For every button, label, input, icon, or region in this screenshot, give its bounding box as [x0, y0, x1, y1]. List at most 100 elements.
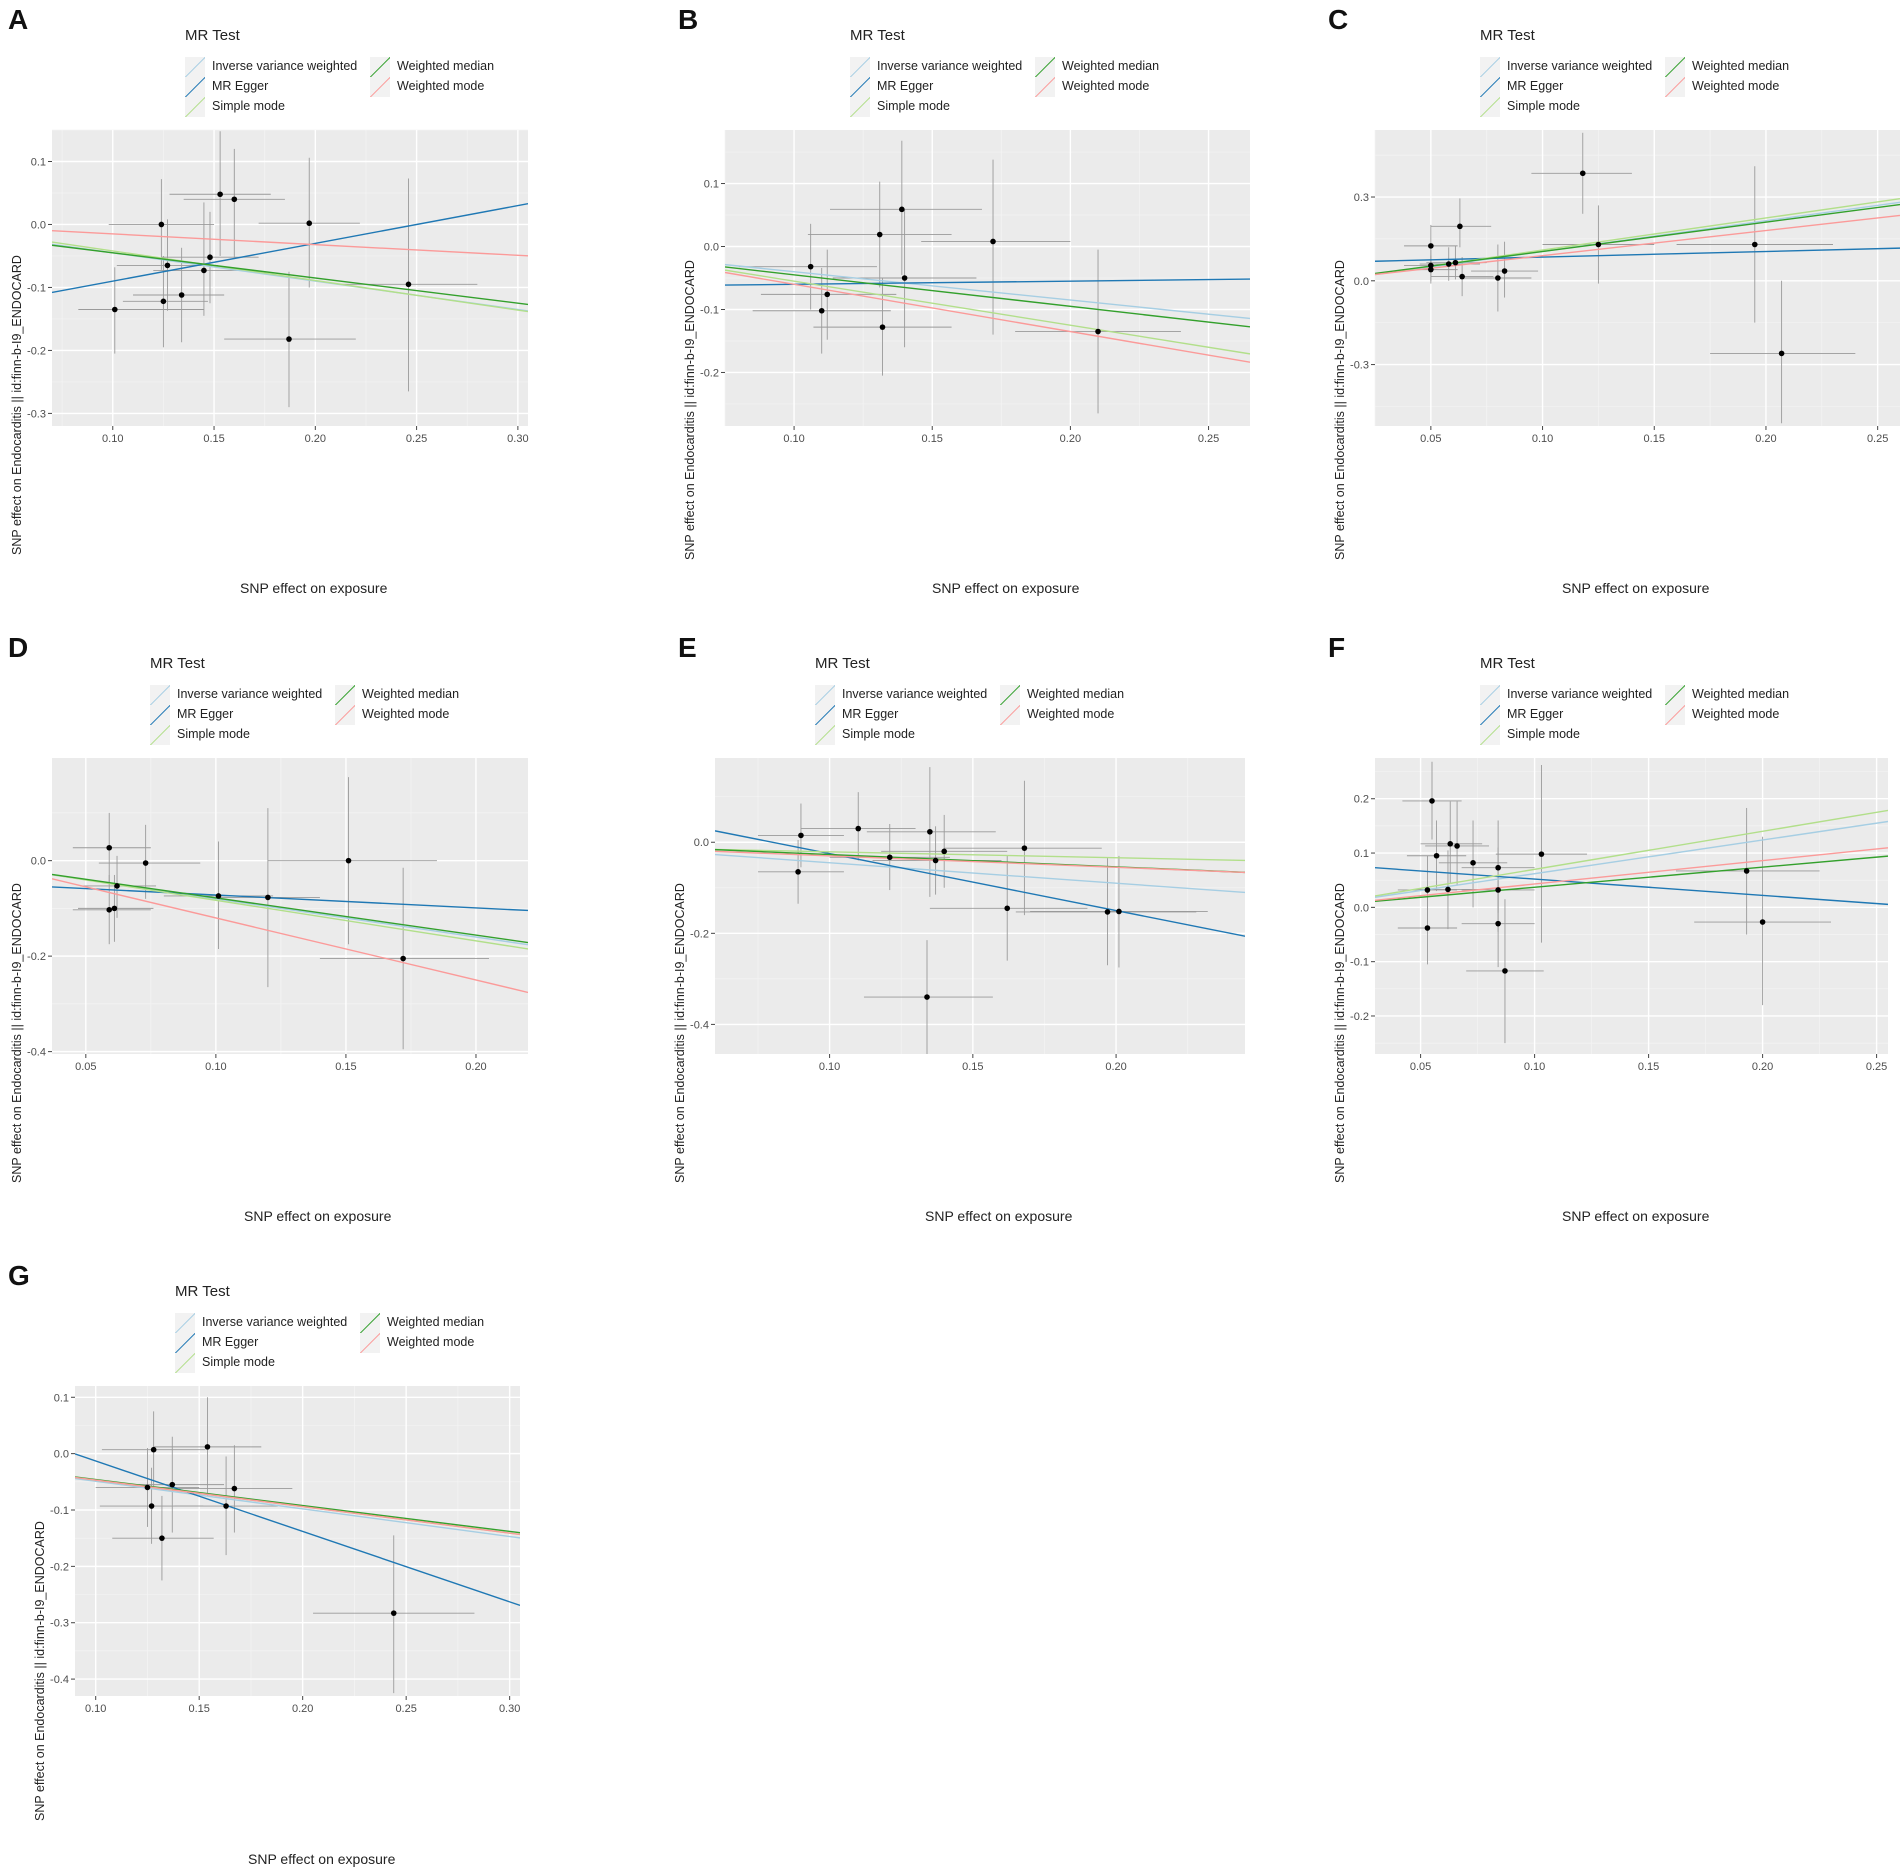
plot-content: [52, 777, 528, 1050]
legend-key: [370, 77, 390, 97]
data-point: [142, 860, 149, 866]
plot-content: [1375, 132, 1900, 424]
data-point: [114, 883, 120, 889]
plot-background: [1375, 130, 1900, 426]
data-point: [1778, 350, 1785, 357]
x-tick-label: 0.05: [1420, 433, 1441, 445]
regression-line-egger: [75, 1453, 520, 1607]
legend-title: MR Test: [815, 655, 870, 672]
regression-line-wmode: [725, 271, 1250, 363]
data-point: [899, 206, 905, 213]
x-tick-label: 0.10: [1524, 1061, 1545, 1073]
legend-label: MR Egger: [877, 79, 934, 93]
plot-background: [715, 758, 1245, 1054]
data-point: [932, 857, 939, 864]
legend-label: Weighted mode: [362, 707, 450, 721]
regression-line-ivw: [725, 263, 1250, 320]
panel-e: E MR Test Inverse variance weighted MR Egge…: [650, 628, 1290, 1248]
legend-key: [185, 77, 205, 97]
data-point: [1495, 920, 1501, 927]
panel-letter: A: [8, 4, 29, 35]
legend-key: [1665, 77, 1685, 97]
data-point: [807, 263, 814, 270]
regression-line-ivw: [1375, 820, 1888, 898]
legend-label: Simple mode: [1507, 727, 1580, 741]
legend-key: [175, 1333, 195, 1353]
plot-content: [1375, 761, 1888, 1044]
x-tick-label: 0.25: [395, 1703, 416, 1715]
legend-label: Weighted median: [397, 59, 495, 73]
data-point: [1004, 905, 1011, 912]
y-tick-label: -0.2: [27, 951, 46, 963]
legend: MR Test Inverse variance weighted MR Egger…: [185, 25, 585, 125]
legend-label: MR Egger: [1507, 79, 1564, 93]
data-point: [824, 291, 831, 298]
legend: MR Test Inverse variance weighted MR Egger…: [175, 1281, 575, 1381]
data-point: [111, 905, 118, 912]
data-point: [1579, 170, 1586, 177]
x-tick-label: 0.15: [1644, 433, 1665, 445]
panel-letter: G: [8, 1260, 30, 1291]
legend-label: Inverse variance weighted: [1507, 687, 1653, 701]
x-tick-label: 0.10: [819, 1061, 840, 1073]
y-tick-label: -0.3: [1350, 360, 1369, 372]
data-point: [106, 844, 113, 851]
y-axis-label: SNP effect on Endocarditis || id:finn-b-…: [1333, 260, 1347, 560]
y-tick-label: -0.3: [27, 408, 46, 420]
regression-line-wmedian: [52, 873, 528, 944]
legend-label: MR Egger: [212, 79, 269, 93]
legend-label: Weighted mode: [1062, 79, 1150, 93]
x-tick-label: 0.15: [188, 1703, 209, 1715]
y-tick-label: -0.4: [27, 1047, 46, 1059]
data-point: [1495, 864, 1501, 871]
legend-label: Simple mode: [842, 727, 915, 741]
legend-key: [1000, 705, 1020, 725]
y-tick-label: 0.0: [704, 242, 719, 254]
plot-background: [52, 758, 528, 1054]
x-axis-label: SNP effect on exposure: [1562, 1208, 1710, 1224]
data-point: [1428, 262, 1434, 269]
legend-key: [175, 1353, 195, 1373]
data-point: [1424, 887, 1431, 893]
data-point: [223, 1503, 229, 1509]
y-tick-label: 0.1: [54, 1392, 69, 1404]
data-point: [886, 854, 893, 861]
y-tick-label: -0.1: [1350, 957, 1369, 969]
x-tick-label: 0.30: [499, 1703, 520, 1715]
plot-background: [75, 1386, 520, 1696]
scatter-plot: 0.10 0.15 0.20 0.25 0.30 -0.4 -0.3 -0.2 -0.1 0.0 0…: [50, 1386, 520, 1715]
x-tick-label: 0.15: [922, 433, 943, 445]
data-point: [1104, 909, 1111, 915]
data-point: [1502, 968, 1508, 974]
data-point: [217, 191, 223, 198]
data-point: [798, 832, 804, 839]
y-axis-label: SNP effect on Endocarditis || id:finn-b-…: [683, 260, 697, 560]
data-point: [1445, 886, 1451, 893]
scatter-plot: 0.10 0.15 0.20 0.25 -0.2 -0.1 0.0 0.1: [700, 130, 1250, 445]
legend-key: [815, 685, 835, 705]
data-point: [1495, 887, 1501, 893]
data-point: [106, 907, 113, 913]
legend-key: [815, 725, 835, 745]
x-tick-label: 0.25: [1867, 433, 1888, 445]
data-point: [164, 262, 171, 269]
data-point: [150, 1446, 157, 1453]
data-point: [215, 893, 222, 899]
data-point: [924, 994, 930, 1000]
data-point: [231, 196, 238, 203]
y-tick-label: 0.0: [31, 856, 46, 868]
legend-label: MR Egger: [202, 1335, 259, 1349]
x-tick-label: 0.15: [1638, 1061, 1659, 1073]
regression-line-egger: [52, 202, 528, 294]
y-tick-label: 0.0: [54, 1449, 69, 1461]
legend-key: [360, 1333, 380, 1353]
legend-label: Inverse variance weighted: [1507, 59, 1653, 73]
legend-key: [370, 57, 390, 77]
regression-line-wmedian: [725, 266, 1250, 328]
panel-letter: F: [1328, 632, 1346, 663]
y-tick-label: 0.0: [31, 219, 46, 231]
panel-d: D MR Test Inverse variance weighted MR Egge…: [0, 628, 640, 1248]
data-point: [1501, 268, 1508, 274]
legend-key: [335, 705, 355, 725]
legend-label: Simple mode: [1507, 99, 1580, 113]
